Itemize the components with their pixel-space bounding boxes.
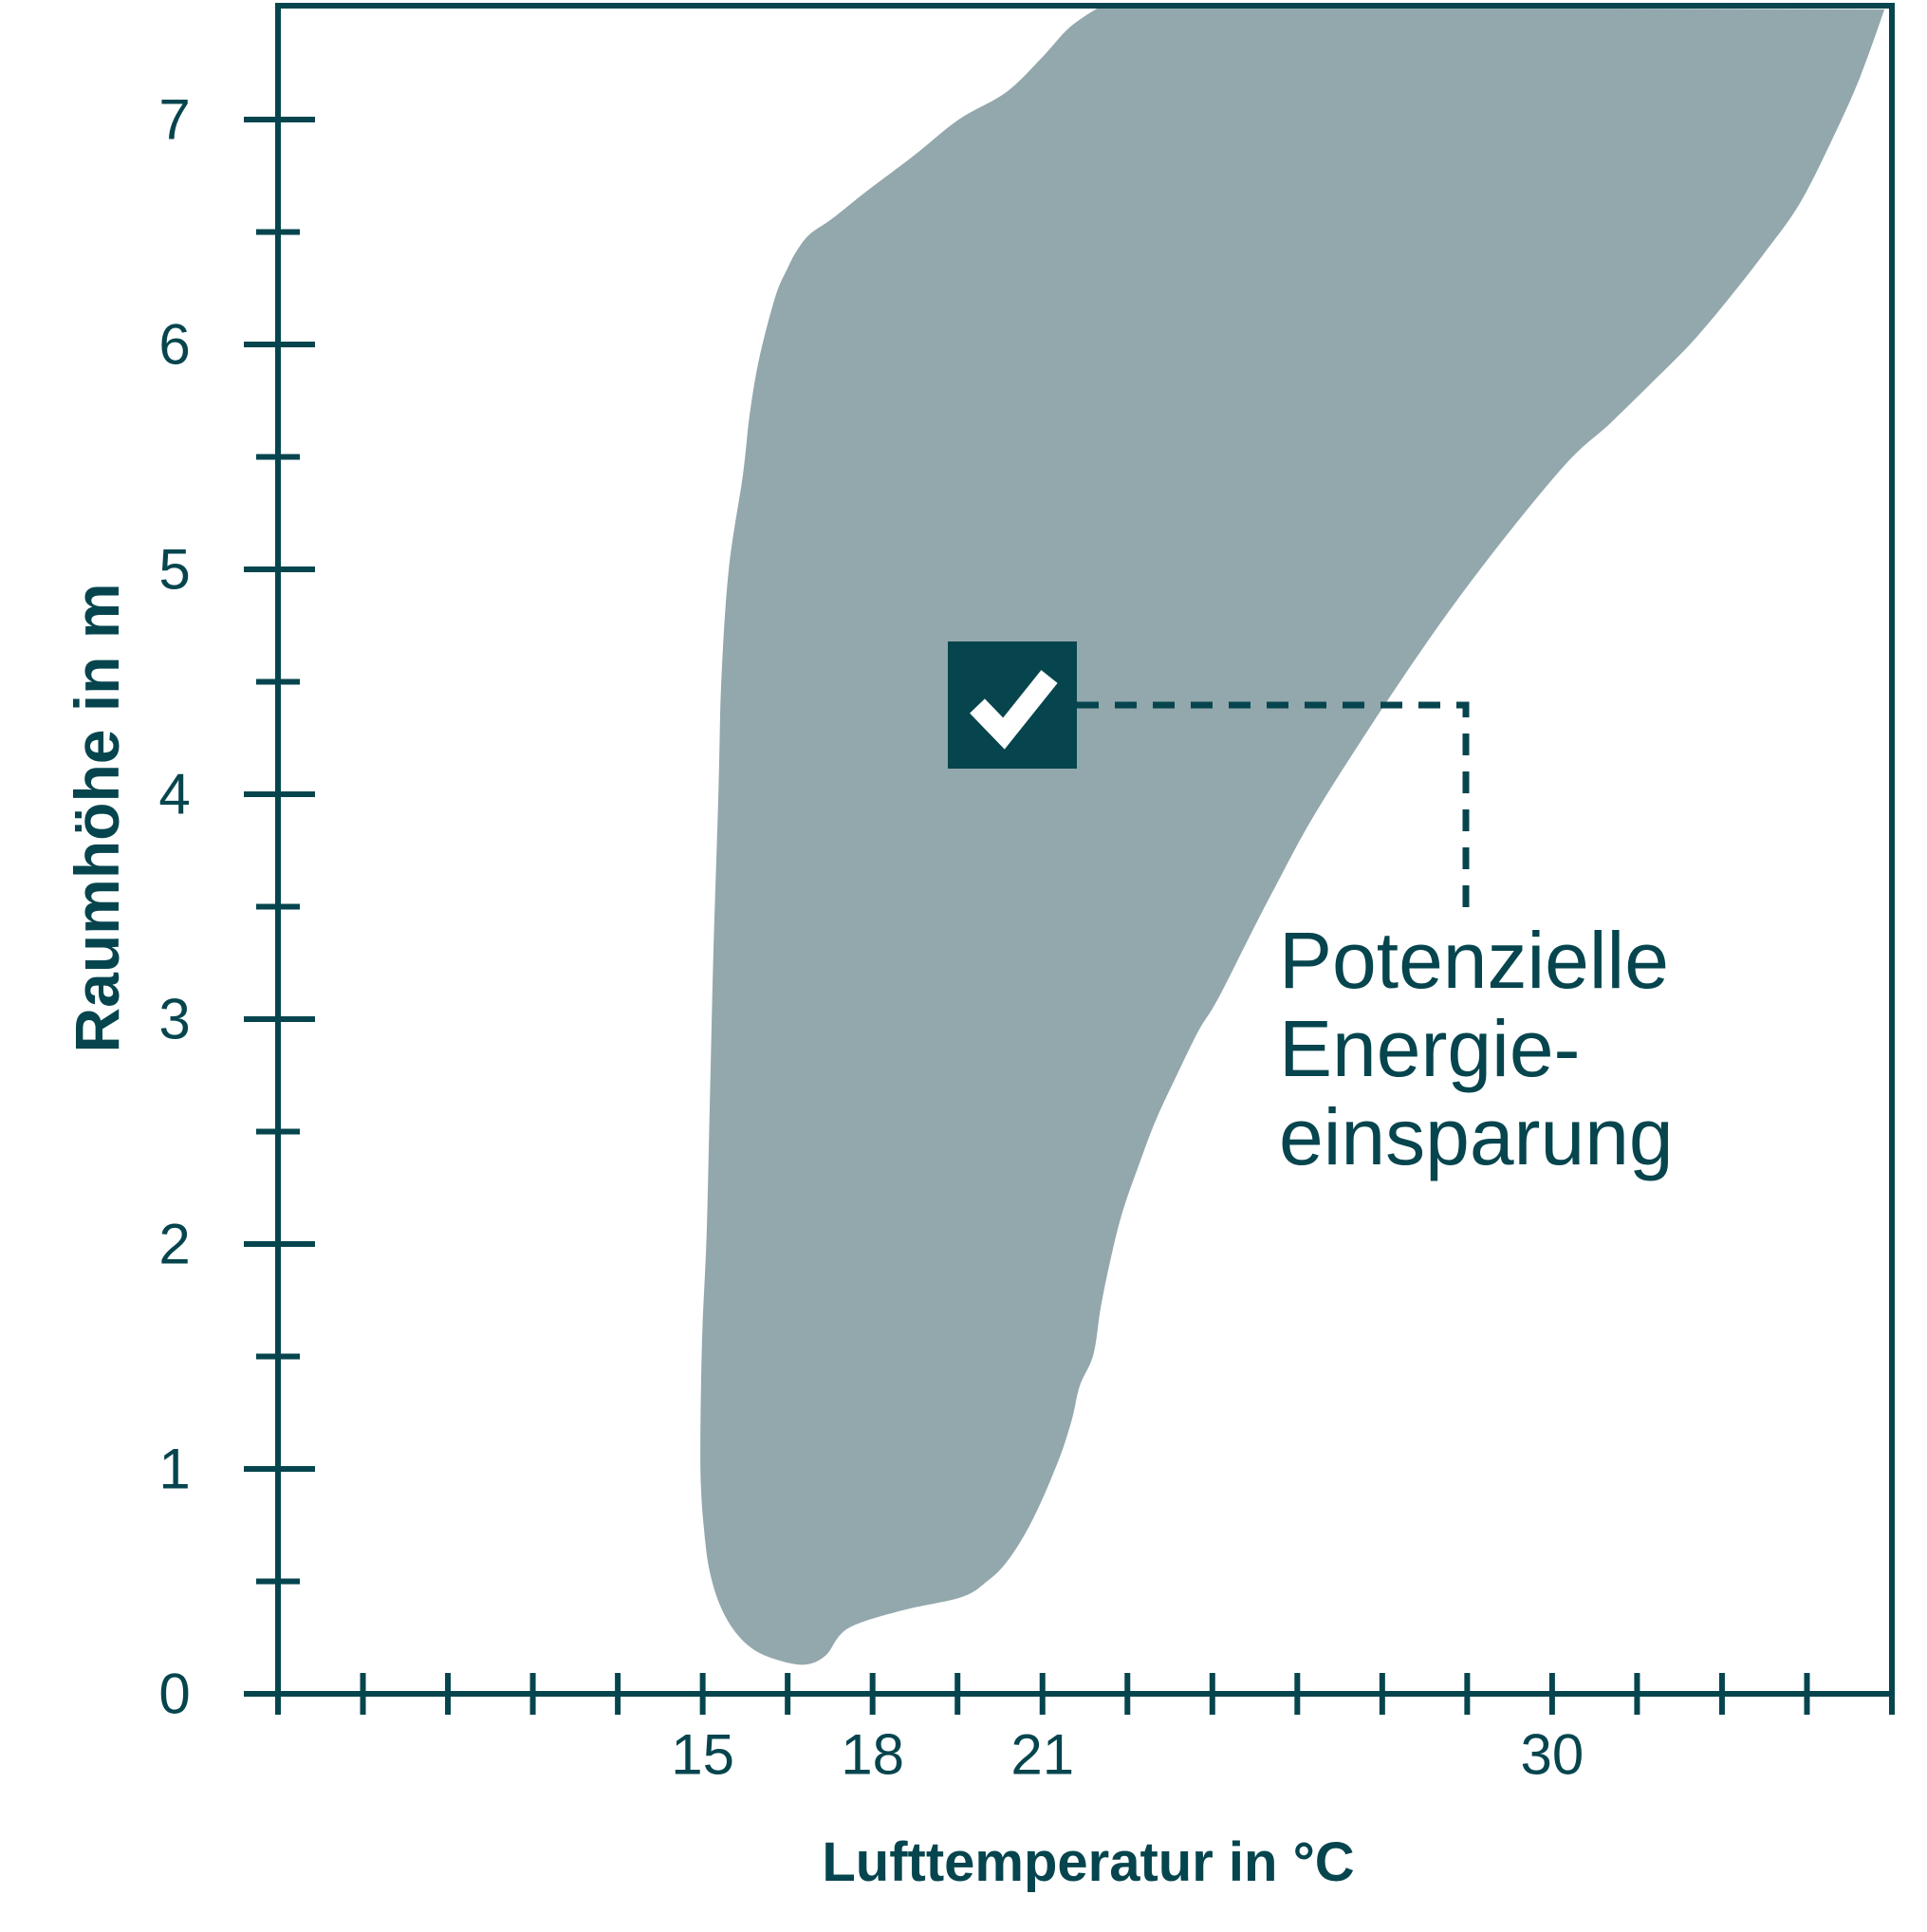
x-axis-title: Lufttemperatur in °C — [822, 1831, 1354, 1893]
annotation-line-2: Energie- — [1279, 1004, 1581, 1093]
y-tick-label: 5 — [158, 538, 190, 602]
y-tick-label: 4 — [158, 763, 190, 827]
y-tick-label: 0 — [158, 1663, 190, 1726]
y-tick-labels: 0 1 2 3 4 5 6 7 — [158, 88, 190, 1726]
checkbox-marker — [948, 641, 1077, 769]
annotation-line-1: Potenzielle — [1279, 916, 1669, 1005]
x-tick-labels: 15 18 21 30 — [671, 1723, 1584, 1787]
y-tick-label: 6 — [158, 313, 190, 377]
energy-saving-region — [700, 7, 1885, 1665]
x-tick-label: 15 — [671, 1723, 734, 1787]
connector-dashed-line — [1077, 701, 1470, 919]
x-tick-label: 18 — [841, 1723, 904, 1787]
annotation-line-3: einsparung — [1279, 1092, 1674, 1181]
x-tick-label: 21 — [1010, 1723, 1074, 1787]
y-tick-label: 7 — [158, 88, 190, 152]
y-axis-title: Raumhöhe in m — [62, 583, 132, 1052]
y-tick-label: 2 — [158, 1213, 190, 1276]
y-tick-label: 1 — [158, 1438, 190, 1501]
x-tick-label: 30 — [1521, 1723, 1584, 1787]
checkbox — [948, 641, 1077, 769]
plot-border — [244, 3, 1895, 1715]
check-icon — [970, 670, 1058, 750]
y-tick-label: 3 — [158, 988, 190, 1051]
